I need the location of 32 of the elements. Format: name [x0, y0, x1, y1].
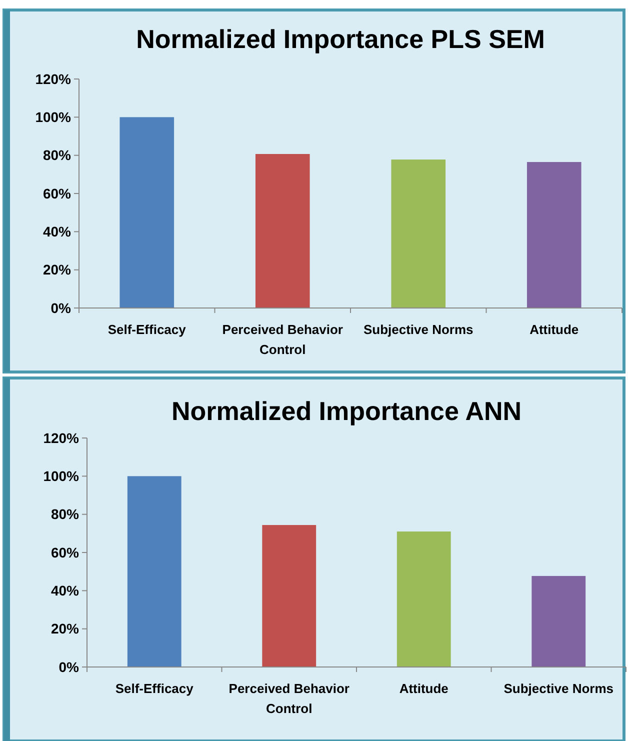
y-tick-label: 20%: [42, 262, 72, 278]
bar: [262, 525, 316, 667]
x-tick-label: Self-Efficacy: [108, 322, 187, 337]
y-tick-label: 120%: [43, 430, 80, 446]
bar: [391, 160, 446, 308]
chart-title: Normalized Importance ANN: [171, 396, 522, 426]
x-tick-label: Attitude: [399, 681, 448, 696]
chart-title: Normalized Importance PLS SEM: [136, 24, 545, 54]
y-tick-label: 120%: [35, 70, 72, 87]
y-tick-label: 20%: [50, 620, 80, 637]
y-tick-label: 100%: [35, 109, 72, 126]
x-tick-label: Subjective Norms: [363, 322, 474, 337]
x-tick-label: Subjective Norms: [504, 681, 614, 696]
y-tick-label: 60%: [42, 185, 72, 202]
y-tick-label: 40%: [42, 224, 72, 240]
x-tick-label: Perceived Behavior Control: [228, 681, 350, 716]
x-tick-label: Perceived Behavior Control: [222, 322, 343, 357]
y-tick-label: 0%: [50, 300, 72, 316]
y-tick-label: 0%: [58, 658, 80, 675]
bar: [120, 117, 174, 308]
x-tick-label: Attitude: [530, 322, 579, 337]
y-tick-label: 80%: [42, 147, 72, 164]
bar: [526, 162, 582, 308]
bar: [127, 476, 182, 667]
y-tick-label: 60%: [50, 544, 80, 560]
bar: [255, 154, 310, 308]
bar: [396, 532, 451, 667]
y-tick-label: 40%: [50, 582, 80, 599]
x-tick-label: Self-Efficacy: [115, 681, 194, 696]
bar: [532, 576, 586, 667]
y-tick-label: 100%: [43, 468, 80, 484]
y-tick-label: 80%: [50, 506, 80, 522]
